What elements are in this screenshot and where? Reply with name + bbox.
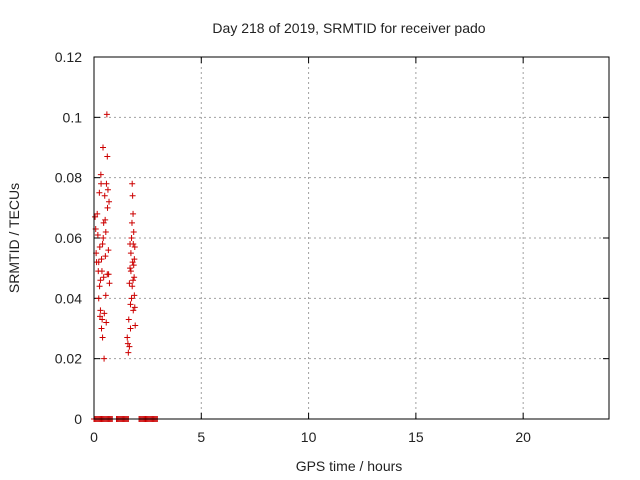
data-point xyxy=(98,180,105,187)
data-point xyxy=(97,307,104,314)
data-point xyxy=(98,256,105,263)
data-point xyxy=(99,334,106,341)
data-point xyxy=(126,343,133,350)
data-point xyxy=(124,340,131,347)
data-point xyxy=(129,192,136,199)
data-point xyxy=(101,310,108,317)
data-point xyxy=(130,210,137,217)
data-point xyxy=(103,111,110,118)
data-point xyxy=(105,247,112,254)
y-tick-label: 0.12 xyxy=(55,49,82,65)
data-point xyxy=(97,171,104,178)
data-point xyxy=(106,198,113,205)
data-point xyxy=(94,210,101,217)
data-point xyxy=(126,280,133,287)
data-point xyxy=(127,241,134,248)
data-point xyxy=(102,292,109,299)
data-point xyxy=(130,228,137,235)
data-point xyxy=(131,256,138,263)
data-point xyxy=(131,274,138,281)
data-point xyxy=(104,153,111,160)
data-point xyxy=(102,253,109,260)
data-point xyxy=(131,244,138,251)
data-point xyxy=(98,325,105,332)
data-point xyxy=(95,259,102,266)
data-point xyxy=(92,213,99,220)
data-point xyxy=(125,316,132,323)
plot-frame xyxy=(93,56,610,420)
data-point xyxy=(129,259,136,266)
data-point xyxy=(98,268,105,275)
data-point xyxy=(131,304,138,311)
x-tick-label: 20 xyxy=(515,429,531,445)
grid xyxy=(94,57,609,419)
x-tick-label: 15 xyxy=(408,429,424,445)
data-point xyxy=(124,334,131,341)
data-point xyxy=(96,283,103,290)
data-point xyxy=(130,277,137,284)
data-point xyxy=(106,280,113,287)
data-point xyxy=(132,322,139,329)
y-tick-label: 0.06 xyxy=(55,230,82,246)
y-tick-label: 0.02 xyxy=(55,351,82,367)
data-point xyxy=(95,295,102,302)
y-axis-label: SRMTID / TECUs xyxy=(6,183,22,293)
data-point xyxy=(131,292,138,299)
data-point xyxy=(129,283,136,290)
data-point xyxy=(104,204,111,211)
data-point xyxy=(127,268,134,275)
data-point xyxy=(96,244,103,251)
data-point xyxy=(97,277,104,284)
y-tick-label: 0.1 xyxy=(63,109,83,125)
chart-title: Day 218 of 2019, SRMTID for receiver pad… xyxy=(212,20,485,36)
x-tick-label: 0 xyxy=(90,429,98,445)
data-point xyxy=(101,355,108,362)
y-tick-label: 0.08 xyxy=(55,170,82,186)
data-point xyxy=(103,319,110,326)
x-axis-label: GPS time / hours xyxy=(296,458,403,474)
data-point xyxy=(104,186,111,193)
data-point xyxy=(127,301,134,308)
data-point xyxy=(96,189,103,196)
data-point xyxy=(100,235,107,241)
x-tick-label: 5 xyxy=(197,429,205,445)
axis-ticks: 0 5 10 15 20 0 0.02 0.04 0.06 0.08 0.1 0.12 xyxy=(55,49,609,445)
data-point xyxy=(102,216,109,223)
data-point xyxy=(99,316,106,323)
data-point xyxy=(103,180,110,187)
data-point xyxy=(128,295,135,302)
data-point xyxy=(127,325,134,332)
data-point xyxy=(101,192,108,199)
data-point xyxy=(102,228,109,235)
data-point xyxy=(100,219,107,226)
data-point xyxy=(97,313,104,320)
y-tick-label: 0.04 xyxy=(55,290,82,306)
data-point xyxy=(104,271,111,278)
data-point xyxy=(125,349,132,356)
data-point xyxy=(128,235,135,241)
y-tick-label: 0 xyxy=(74,411,82,427)
data-point xyxy=(94,231,101,238)
x-tick-label: 10 xyxy=(301,429,317,445)
data-point xyxy=(129,180,136,187)
data-point xyxy=(99,241,106,248)
data-point xyxy=(128,219,135,226)
data-point xyxy=(130,307,137,314)
data-point xyxy=(127,250,134,257)
data-point xyxy=(100,274,107,281)
data-point xyxy=(127,265,134,272)
data-point xyxy=(130,262,137,269)
data-point xyxy=(100,144,107,151)
